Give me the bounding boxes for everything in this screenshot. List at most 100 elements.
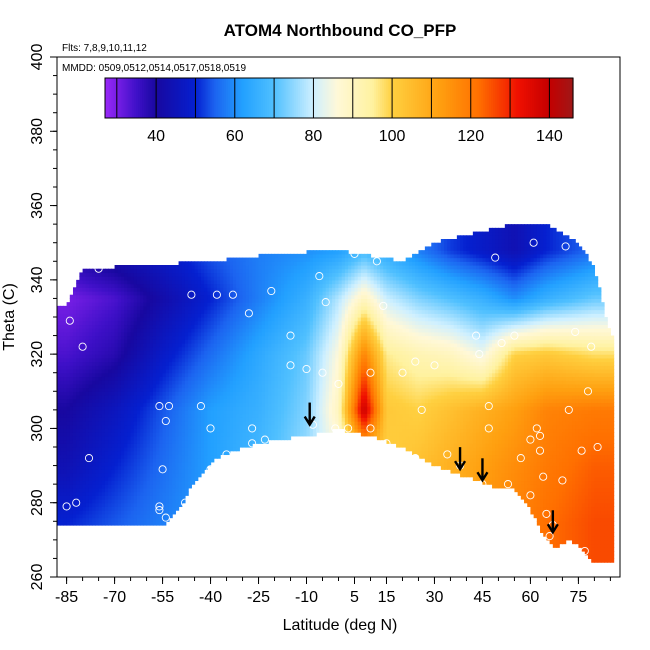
- heat-cell: [72, 521, 77, 526]
- heat-cell: [300, 324, 304, 329]
- heat-cell: [88, 343, 93, 348]
- heat-cell: [303, 428, 308, 433]
- heat-cell: [287, 395, 292, 400]
- heat-cell: [140, 369, 144, 374]
- heat-cell: [296, 302, 301, 307]
- heat-cell: [210, 324, 215, 329]
- heat-cell: [200, 294, 205, 300]
- heat-cell: [66, 387, 71, 392]
- heat-cell: [236, 421, 240, 426]
- heat-cell: [226, 361, 231, 366]
- heat-cell: [210, 291, 215, 296]
- heat-cell: [296, 365, 301, 370]
- heat-cell: [280, 287, 285, 292]
- heat-cell: [60, 428, 64, 433]
- heat-cell: [197, 428, 202, 433]
- heat-cell: [63, 458, 68, 463]
- heat-cell: [264, 261, 269, 266]
- heat-cell: [85, 499, 90, 504]
- heat-cell: [229, 443, 234, 448]
- heat-cell: [213, 372, 218, 378]
- heat-cell: [143, 305, 148, 311]
- heat-cell: [252, 372, 256, 378]
- heat-cell: [226, 305, 231, 311]
- heat-cell: [293, 287, 298, 292]
- heat-cell: [168, 398, 173, 404]
- heat-cell: [79, 499, 84, 504]
- heat-cell: [181, 313, 186, 318]
- heat-cell: [159, 502, 164, 508]
- heat-cell: [316, 391, 320, 396]
- heat-cell: [172, 443, 176, 448]
- heat-cell: [85, 276, 90, 281]
- heat-cell: [248, 268, 253, 274]
- heat-cell: [117, 521, 122, 526]
- heat-cell: [63, 424, 68, 430]
- heat-cell: [252, 339, 256, 344]
- heat-cell: [69, 473, 74, 478]
- heat-cell: [204, 276, 208, 281]
- heat-cell: [120, 339, 125, 344]
- heat-cell: [175, 328, 180, 333]
- heat-cell: [146, 398, 151, 404]
- heat-cell: [60, 317, 64, 322]
- heat-cell: [271, 305, 276, 311]
- heat-cell: [175, 383, 180, 389]
- heat-cell: [264, 361, 269, 366]
- heat-cell: [232, 339, 237, 344]
- chart-title: ATOM4 Northbound CO_PFP: [224, 21, 457, 40]
- heat-cell: [136, 354, 141, 359]
- heat-cell: [248, 291, 253, 296]
- heat-cell: [57, 339, 61, 344]
- heat-cell: [188, 365, 192, 370]
- heat-cell: [213, 357, 218, 363]
- heat-cell: [188, 424, 192, 430]
- heat-cell: [293, 317, 298, 322]
- heat-cell: [191, 439, 196, 444]
- heat-cell: [146, 380, 151, 385]
- heat-cell: [72, 335, 77, 340]
- heat-cell: [184, 376, 189, 381]
- heat-cell: [149, 513, 154, 519]
- heat-cell: [114, 443, 119, 448]
- heat-cell: [143, 354, 148, 359]
- heat-cell: [136, 380, 141, 385]
- heat-cell: [120, 287, 125, 292]
- heat-cell: [133, 502, 138, 508]
- heat-cell: [120, 298, 125, 303]
- heat-cell: [309, 320, 314, 326]
- heat-cell: [290, 253, 295, 259]
- heat-cell: [143, 432, 148, 437]
- heat-cell: [124, 328, 128, 333]
- heat-cell: [175, 279, 180, 285]
- heat-cell: [95, 372, 100, 378]
- heat-cell: [296, 253, 301, 259]
- heat-cell: [242, 357, 247, 363]
- heat-cell: [117, 461, 122, 467]
- heat-cell: [191, 320, 196, 326]
- heat-cell: [104, 387, 109, 392]
- heat-cell: [322, 354, 327, 359]
- heat-cell: [66, 439, 71, 444]
- heat-cell: [300, 298, 304, 303]
- heat-cell: [322, 294, 327, 300]
- heat-cell: [117, 413, 122, 418]
- heat-cell: [69, 350, 74, 355]
- heat-cell: [98, 476, 103, 482]
- heat-cell: [136, 517, 141, 522]
- heat-cell: [274, 417, 279, 422]
- heat-cell: [162, 372, 167, 378]
- heat-cell: [69, 365, 74, 370]
- heat-cell: [104, 513, 109, 519]
- heat-cell: [79, 450, 84, 456]
- heat-cell: [136, 495, 141, 500]
- heat-cell: [114, 387, 119, 392]
- heat-cell: [108, 339, 112, 344]
- heat-cell: [236, 339, 240, 344]
- heat-cell: [114, 283, 119, 288]
- heat-cell: [188, 317, 192, 322]
- heat-cell: [290, 406, 295, 411]
- heat-cell: [300, 398, 304, 404]
- heat-cell: [136, 361, 141, 366]
- heat-cell: [296, 428, 301, 433]
